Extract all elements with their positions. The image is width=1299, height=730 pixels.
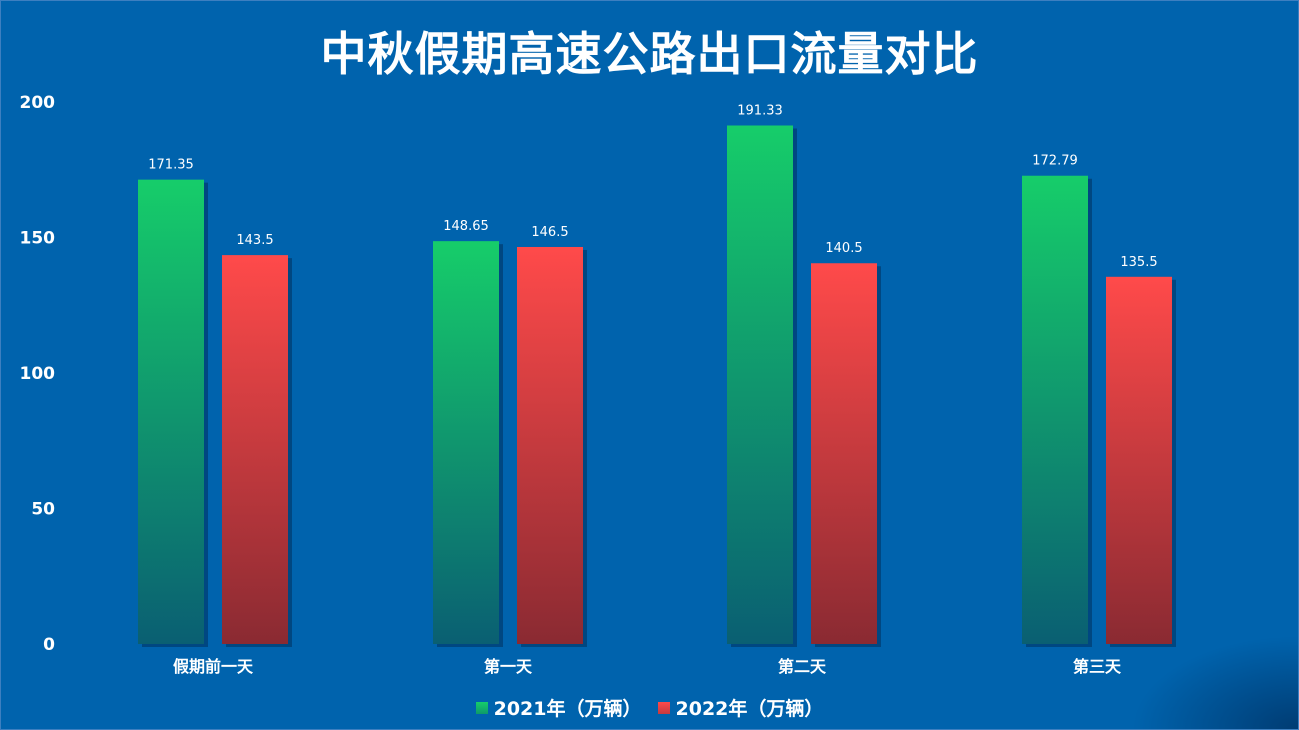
legend-label-2021: 2021年（万辆） [493, 698, 642, 720]
chart-title: 中秋假期高速公路出口流量对比 [320, 27, 979, 81]
data-label: 172.79 [1032, 154, 1078, 169]
legend-item-2021[interactable]: 2021年（万辆） [475, 694, 642, 721]
x-tick-label: 假期前一天 [173, 657, 254, 676]
legend-swatch-2021 [475, 701, 488, 714]
bar-2022[interactable] [222, 255, 288, 645]
y-tick-label: 200 [20, 93, 56, 113]
data-label: 143.5 [236, 233, 273, 248]
data-label: 191.33 [737, 103, 783, 118]
data-label: 171.35 [148, 158, 194, 173]
data-label: 140.5 [825, 241, 862, 256]
data-label: 135.5 [1120, 255, 1157, 270]
bar-2022[interactable] [1106, 276, 1172, 644]
y-tick-label: 100 [20, 364, 56, 384]
bar-2021[interactable] [433, 241, 499, 644]
bar-2021[interactable] [138, 179, 204, 645]
bar-2021[interactable] [1022, 175, 1088, 644]
legend: 2021年（万辆） 2022年（万辆） [0, 694, 1299, 721]
x-tick-label: 第三天 [1073, 657, 1122, 676]
data-label: 146.5 [531, 225, 568, 240]
x-axis: 假期前一天 第一天 第二天 第三天 [173, 657, 1122, 676]
y-tick-label: 150 [20, 229, 56, 249]
data-labels: 171.35 143.5 148.65 146.5 191.33 140.5 172.79 1… [148, 103, 1157, 269]
y-axis: 0 50 100 150 200 [20, 93, 56, 655]
bars [138, 125, 1176, 648]
legend-label-2022: 2022年（万辆） [675, 698, 824, 720]
legend-item-2022[interactable]: 2022年（万辆） [657, 694, 824, 721]
data-label: 148.65 [443, 219, 489, 234]
bar-2021[interactable] [727, 125, 793, 644]
x-tick-label: 第一天 [484, 657, 533, 676]
x-tick-label: 第二天 [778, 657, 827, 676]
bar-2022[interactable] [517, 246, 583, 645]
y-tick-label: 0 [43, 635, 55, 655]
y-tick-label: 50 [31, 500, 55, 520]
legend-swatch-2022 [657, 701, 670, 714]
bar-2022[interactable] [811, 263, 877, 644]
